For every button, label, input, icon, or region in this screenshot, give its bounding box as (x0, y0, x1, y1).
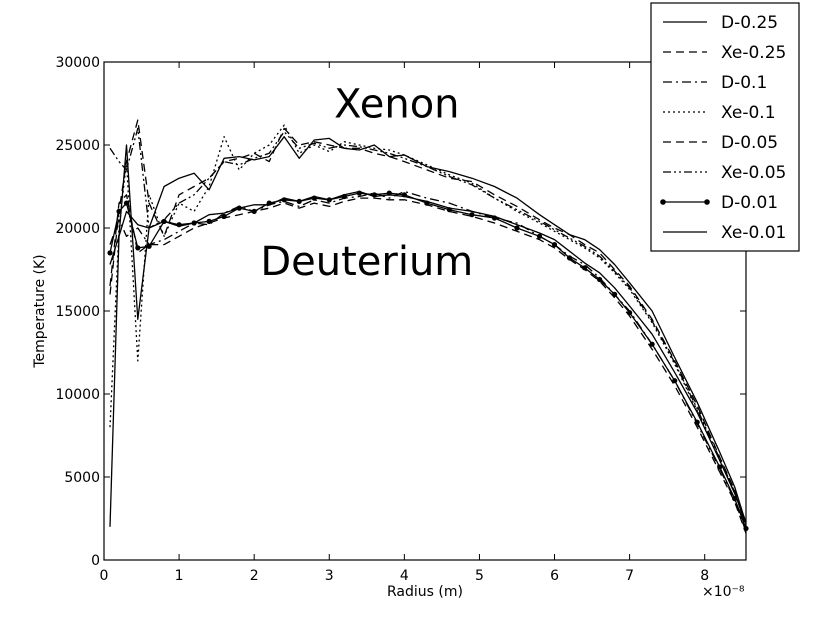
data-point (191, 220, 197, 226)
y-tick-label: 30000 (55, 55, 100, 71)
legend-entry: Xe-0.01 (663, 223, 786, 243)
data-point (491, 215, 498, 221)
legend-label: D-0.25 (721, 13, 778, 33)
data-point (146, 243, 152, 249)
data-point (597, 276, 603, 283)
x-tick-label: 2 (250, 568, 259, 584)
plot-background (104, 62, 746, 560)
data-point (371, 192, 377, 198)
x-tick-label: 6 (550, 568, 559, 584)
x-tick-label: 3 (325, 568, 334, 584)
data-point (551, 242, 558, 248)
legend-label: Xe-0.01 (721, 223, 786, 243)
legend-label: Xe-0.05 (721, 163, 786, 183)
x-tick-label: 0 (100, 568, 109, 584)
legend-entry: D-0.05 (663, 133, 778, 153)
data-point (176, 222, 182, 228)
y-axis-label: Temperature (K) (32, 254, 48, 368)
data-point (123, 200, 130, 206)
y-tick-label: 25000 (55, 138, 100, 154)
legend-entry: D-0.1 (663, 73, 767, 93)
data-point (341, 193, 347, 200)
data-point (206, 218, 212, 224)
x-axis-label: Radius (m) (387, 584, 463, 600)
data-point (566, 255, 573, 261)
legend-marker (660, 199, 666, 205)
data-point (251, 208, 257, 214)
series-line-xe-0-25 (109, 119, 747, 527)
annotation-xenon: Xenon (334, 82, 459, 128)
data-point (732, 496, 738, 502)
data-point (582, 265, 588, 271)
legend-label: Xe-0.1 (721, 103, 776, 123)
data-point (612, 291, 618, 297)
legend-entry: Xe-0.05 (663, 163, 786, 183)
data-point (649, 341, 655, 347)
data-point (386, 190, 392, 196)
legend-label: D-0.01 (721, 193, 778, 213)
series-layer (107, 119, 749, 534)
data-point (694, 419, 700, 425)
data-point (469, 212, 475, 218)
x-tick-label: 7 (625, 568, 634, 584)
data-point (296, 198, 302, 204)
data-point (236, 205, 242, 211)
ticks-layer: 0 1 2 3 4 5 6 7 8 0 5000 10000 15000 20000 25000 30000 (55, 55, 746, 584)
data-point (311, 195, 317, 201)
x-axis-scale-label: ×10⁻⁸ (702, 584, 745, 600)
legend-label: Xe-0.25 (721, 43, 786, 63)
y-tick-label: 10000 (55, 387, 100, 403)
series-line-xe-0-1 (109, 124, 747, 528)
data-point (536, 233, 543, 239)
data-point (107, 250, 113, 256)
data-point (281, 197, 287, 203)
legend-label: D-0.05 (721, 133, 778, 153)
y-tick-label: 5000 (64, 470, 100, 486)
data-point (326, 197, 332, 203)
legend-entry: Xe-0.1 (663, 103, 776, 123)
legend-marker (704, 199, 710, 205)
data-point (514, 225, 520, 231)
data-point (161, 218, 167, 224)
legend-entry: D-0.01 (660, 193, 778, 213)
plot-area (104, 62, 746, 560)
data-point (672, 378, 678, 384)
series-line-xe-0-05 (109, 127, 747, 528)
x-tick-label: 1 (175, 568, 184, 584)
data-point (266, 200, 272, 206)
annotation-deuterium: Deuterium (260, 239, 473, 285)
legend-label: D-0.1 (721, 73, 767, 93)
data-point (717, 464, 723, 470)
x-tick-label: 4 (400, 568, 409, 584)
data-point (221, 213, 227, 219)
legend: D-0.25 Xe-0.25 D-0.1 Xe-0.1 D-0.05 Xe-0.05 D-0… (650, 2, 800, 252)
x-tick-label: 8 (700, 568, 709, 584)
data-point (627, 310, 633, 316)
data-point (135, 245, 141, 251)
data-point (356, 190, 362, 196)
y-tick-label: 15000 (55, 304, 100, 320)
data-point (424, 200, 430, 206)
y-tick-label: 0 (91, 553, 100, 569)
series-line-d-0-05 (109, 194, 747, 534)
legend-box (650, 2, 800, 252)
legend-entry: Xe-0.25 (663, 43, 786, 63)
x-tick-label: 5 (475, 568, 484, 584)
y-tick-label: 20000 (55, 221, 100, 237)
legend-entry: D-0.25 (663, 13, 778, 33)
data-point (401, 192, 407, 198)
data-point (446, 207, 452, 213)
series-line-d-0-01 (109, 192, 747, 529)
series-line-xe-0-01 (109, 136, 747, 527)
